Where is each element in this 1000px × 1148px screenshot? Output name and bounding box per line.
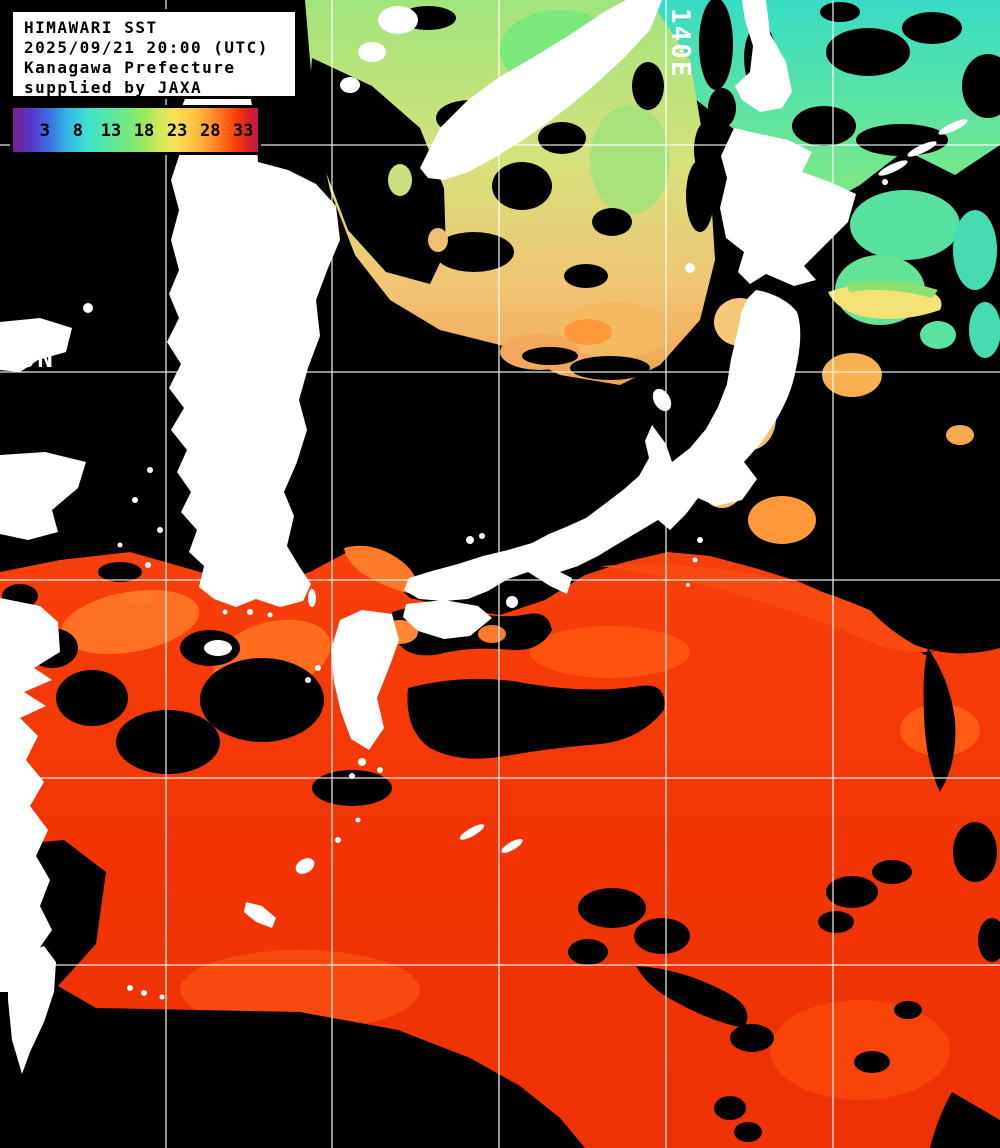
colorbar-tick: 8 [72, 121, 84, 141]
longitude-label: 140E [665, 8, 695, 79]
colorbar-tick: 13 [100, 121, 122, 141]
land-honshu [404, 290, 801, 601]
info-title: HIMAWARI SST [24, 18, 158, 37]
land-shandong [0, 452, 86, 540]
land-china-coast [0, 598, 60, 992]
colorbar-tick: 3 [39, 121, 50, 141]
colorbar-tick: 18 [133, 121, 155, 141]
info-credit: supplied by JAXA [24, 78, 203, 97]
land-primorye [420, 0, 662, 180]
colorbar-tick: 28 [199, 121, 221, 141]
land-sakhalin [735, 0, 792, 112]
land-masses [0, 0, 968, 1074]
land-okinawa [244, 902, 276, 928]
land-hokkaido [720, 128, 856, 286]
land-shikoku [403, 600, 492, 639]
sst-speck [428, 228, 448, 252]
colorbar-tick: 23 [166, 121, 188, 141]
land-kyushu [331, 610, 399, 750]
land-jeju [204, 640, 232, 656]
info-region: Kanagawa Prefecture [24, 58, 236, 77]
info-datetime: 2025/09/21 20:00 (UTC) [24, 38, 269, 57]
info-box: HIMAWARI SST 2025/09/21 20:00 (UTC) Kana… [10, 9, 298, 99]
land-liaodong [0, 318, 72, 372]
temperature-colorbar: 3 8 13 18 23 28 33 [10, 105, 261, 155]
sst-speck [388, 164, 412, 196]
colorbar-tick: 33 [233, 121, 254, 141]
land-korea [167, 88, 340, 607]
latitude-label: 40N [2, 344, 55, 374]
land-taiwan [8, 946, 56, 1074]
